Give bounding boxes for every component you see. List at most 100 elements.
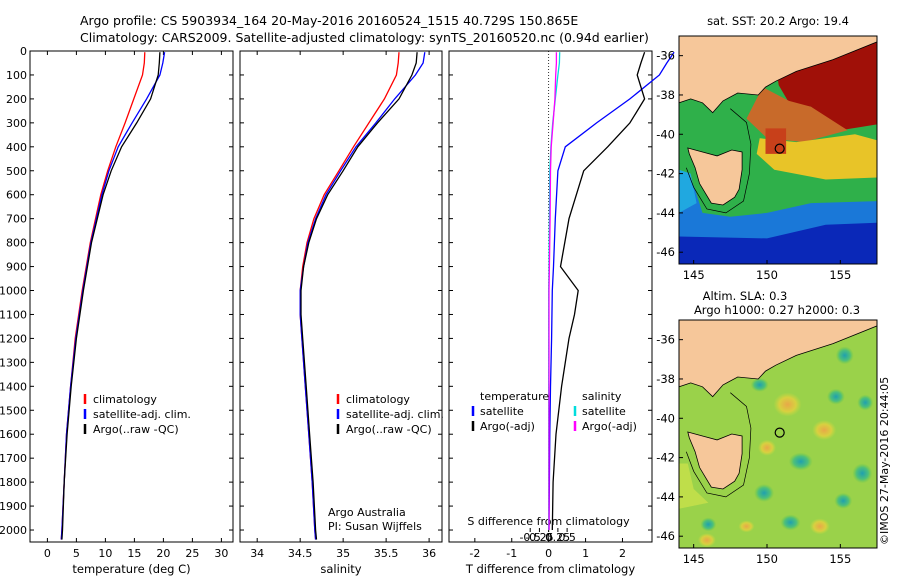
sla-map-subtitle: Argo h1000: 0.27 h2000: 0.3 xyxy=(694,303,860,317)
sst-map-field xyxy=(679,36,877,264)
lon-tick-label: 150 xyxy=(756,552,778,566)
lat-tick-label: -38 xyxy=(656,88,675,102)
salinity-xlabel: salinity xyxy=(320,562,361,576)
sla-anomaly xyxy=(750,377,769,392)
x-tick-label: 34 xyxy=(250,547,264,560)
depth-tick-label: 100 xyxy=(6,69,27,82)
x-tick-label: 1 xyxy=(582,547,589,560)
shelf-contour xyxy=(685,392,752,498)
depth-tick-label: 500 xyxy=(6,165,27,178)
x-tick-label: 5 xyxy=(73,547,80,560)
lat-tick-label: -44 xyxy=(656,206,675,220)
sla-anomaly xyxy=(788,452,813,471)
lat-tick-label: -40 xyxy=(656,411,675,425)
sla-anomaly xyxy=(809,518,830,535)
x-tick-label: 0 xyxy=(545,547,552,560)
argo-float-marker xyxy=(774,427,785,438)
x-tick-label: 15 xyxy=(127,547,141,560)
sla-map-field xyxy=(679,320,877,548)
x-tick-label: 35.5 xyxy=(374,547,399,560)
lat-tick-label: -46 xyxy=(656,245,675,259)
difference-frame xyxy=(448,50,653,543)
sla-anomaly xyxy=(826,388,845,405)
sst-cyan-band xyxy=(679,169,697,213)
mainland xyxy=(679,36,877,114)
sla-map: 145 150 155 -36 -38 -40 -42 -44 -46 Altim. SLA: 0… xyxy=(656,289,878,566)
sla-anomaly xyxy=(852,463,873,484)
depth-tick-label: 1800 xyxy=(0,476,27,489)
sst-map: 145 150 155 -36 -38 -40 -42 -44 -46 sat. SST: 20.… xyxy=(656,14,878,282)
tasmania xyxy=(687,147,743,206)
sst-map-frame xyxy=(678,35,878,265)
lon-tick-label: 155 xyxy=(829,552,851,566)
depth-tick-label: 1400 xyxy=(0,380,27,393)
legend-label: Argo(-adj) xyxy=(480,420,535,433)
legend-title: salinity xyxy=(582,390,622,403)
temperature-frame xyxy=(29,50,234,543)
sla-anomaly xyxy=(780,514,801,531)
depth-tick-label: 300 xyxy=(6,117,27,130)
argo-float-marker xyxy=(774,143,785,154)
s-tick-label: 0.5 xyxy=(558,531,576,544)
x-tick-label: 10 xyxy=(98,547,112,560)
s-tick-label: -0.25 xyxy=(525,531,553,544)
sst-map-title: sat. SST: 20.2 Argo: 19.4 xyxy=(707,14,849,28)
copyright-stamp: ©IMOS 27-May-2016 20:44:05 xyxy=(878,376,891,545)
depth-tick-label: 400 xyxy=(6,141,27,154)
s-tick-label: -0.5 xyxy=(519,531,540,544)
legend-label: satellite-adj. clim. xyxy=(346,408,444,421)
climatology-subtitle: Climatology: CARS2009. Satellite-adjuste… xyxy=(80,30,649,45)
series-argo-raw-qc- xyxy=(300,52,418,540)
series-temperature-satellite xyxy=(548,51,675,531)
sla-map-frame xyxy=(678,319,878,549)
lat-tick-label: -36 xyxy=(656,49,675,63)
sla-anomaly xyxy=(758,439,776,456)
legend-label: climatology xyxy=(93,393,157,406)
sst-cold-band xyxy=(679,222,877,264)
depth-tick-label: 2000 xyxy=(0,524,27,537)
s-tick-label: 0.25 xyxy=(546,531,571,544)
lon-tick-label: 145 xyxy=(683,552,705,566)
legend-label: satellite xyxy=(582,405,626,418)
series-satellite-adj-clim- xyxy=(299,52,426,540)
x-tick-label: 36 xyxy=(422,547,436,560)
sst-yellow-band xyxy=(756,134,877,180)
depth-tick-label: 600 xyxy=(6,189,27,202)
depth-tick-label: 800 xyxy=(6,237,27,250)
sla-anomaly xyxy=(697,533,716,548)
x-tick-label: -1 xyxy=(506,547,517,560)
legend-label: Argo(..raw -QC) xyxy=(346,423,432,436)
lon-tick-label: 145 xyxy=(683,268,705,282)
depth-tick-label: 1900 xyxy=(0,500,27,513)
x-tick-label: 35 xyxy=(336,547,350,560)
legend-label: satellite-adj. clim. xyxy=(93,408,191,421)
depth-tick-label: 1300 xyxy=(0,356,27,369)
depth-tick-label: 0 xyxy=(20,45,27,58)
sla-map-title: Altim. SLA: 0.3 xyxy=(703,289,788,303)
depth-tick-label: 900 xyxy=(6,261,27,274)
salinity-frame xyxy=(239,50,443,543)
sla-anomaly xyxy=(700,517,717,532)
lon-tick-label: 150 xyxy=(756,268,778,282)
lat-tick-label: -38 xyxy=(656,372,675,386)
legend-label: satellite xyxy=(480,405,524,418)
profile-title: Argo profile: CS 5903934_164 20-May-2016… xyxy=(80,13,579,28)
lat-tick-label: -40 xyxy=(656,127,675,141)
panel-annotation: Argo Australia xyxy=(328,506,406,519)
x-tick-label: 2 xyxy=(619,547,626,560)
lat-tick-label: -44 xyxy=(656,490,675,504)
x-tick-label: 30 xyxy=(214,547,228,560)
difference-xlabel: T difference from climatology xyxy=(465,562,636,576)
series-argo-raw-qc- xyxy=(61,52,161,540)
sla-anomaly xyxy=(738,520,755,533)
sla-anomaly xyxy=(857,394,874,411)
legend-label: Argo(..raw -QC) xyxy=(93,423,179,436)
map-panels: 145 150 155 -36 -38 -40 -42 -44 -46 sat. SST: 20.… xyxy=(656,14,878,566)
panel-annotation: PI: Susan Wijffels xyxy=(328,520,422,533)
lon-tick-label: 155 xyxy=(829,268,851,282)
depth-tick-label: 1700 xyxy=(0,452,27,465)
sla-anomaly xyxy=(754,483,775,502)
x-tick-label: 20 xyxy=(156,547,170,560)
